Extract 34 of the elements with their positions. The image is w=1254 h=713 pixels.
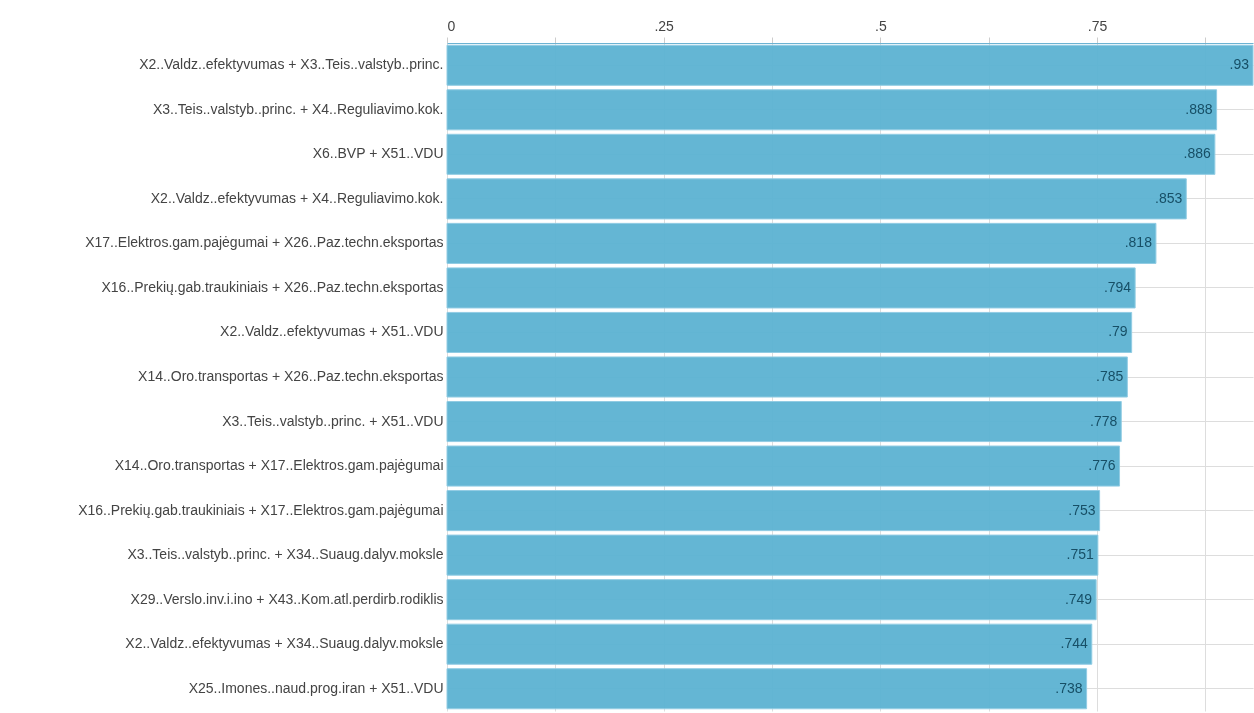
data-label: .738 bbox=[1055, 679, 1083, 696]
data-label: .79 bbox=[1108, 323, 1128, 340]
data-label: .749 bbox=[1064, 590, 1093, 607]
data-label: .853 bbox=[1155, 189, 1183, 206]
data-label: .818 bbox=[1124, 234, 1153, 251]
y-tick-label: X16..Prekių.gab.traukiniais + X26..Paz.techn.eksportas bbox=[101, 278, 444, 295]
y-tick-label: X6..BVP + X51..VDU bbox=[312, 145, 444, 162]
y-tick-label: X17..Elektros.gam.pajėgumai + X26..Paz.techn.eksportas bbox=[85, 234, 444, 251]
y-tick-label: X2..Valdz..efektyvumas + X34..Suaug.dalyv.moksle bbox=[125, 635, 444, 652]
data-label: .785 bbox=[1096, 368, 1124, 384]
x-tick-label: .25 bbox=[654, 17, 675, 34]
y-tick-label: X3..Teis..valstyb..princ. + X51..VDU bbox=[222, 412, 444, 429]
y-tick-label: X29..Verslo.inv.i.ino + X43..Kom.atl.perdirb.rodiklis bbox=[130, 590, 444, 607]
y-tick-label: X2..Valdz..efektyvumas + X51..VDU bbox=[220, 323, 444, 340]
x-tick-label: .5 bbox=[874, 17, 887, 34]
y-tick-label: X14..Oro.transportas + X17..Elektros.gam.pajėgumai bbox=[114, 457, 444, 474]
x-tick-label: .75 bbox=[1087, 17, 1108, 34]
y-tick-label: X2..Valdz..efektyvumas + X4..Reguliavimo.kok. bbox=[150, 189, 444, 206]
data-label: .794 bbox=[1103, 278, 1132, 295]
data-label: .886 bbox=[1183, 145, 1212, 162]
data-label: .776 bbox=[1088, 457, 1116, 474]
y-tick-label: X2..Valdz..efektyvumas + X3..Teis..valstyb..princ. bbox=[139, 56, 444, 73]
x-tick-label: 0 bbox=[447, 17, 456, 34]
y-tick-label: X14..Oro.transportas + X26..Paz.techn.eksportas bbox=[138, 368, 444, 384]
data-label: .778 bbox=[1090, 412, 1118, 429]
y-tick-label: X3..Teis..valstyb..princ. + X4..Reguliavimo.kok. bbox=[152, 100, 444, 117]
data-label: .753 bbox=[1068, 501, 1096, 518]
data-label: .751 bbox=[1066, 546, 1095, 563]
data-label: .744 bbox=[1060, 635, 1089, 652]
y-tick-label: X3..Teis..valstyb..princ. + X34..Suaug.dalyv.moksle bbox=[127, 546, 444, 563]
y-tick-label: X25..Imones..naud.prog.iran + X51..VDU bbox=[188, 679, 444, 696]
y-tick-label: X16..Prekių.gab.traukiniais + X17..Elektros.gam.pajėgumai bbox=[78, 501, 444, 518]
data-label: .93 bbox=[1229, 56, 1250, 73]
data-label: .888 bbox=[1185, 100, 1213, 117]
